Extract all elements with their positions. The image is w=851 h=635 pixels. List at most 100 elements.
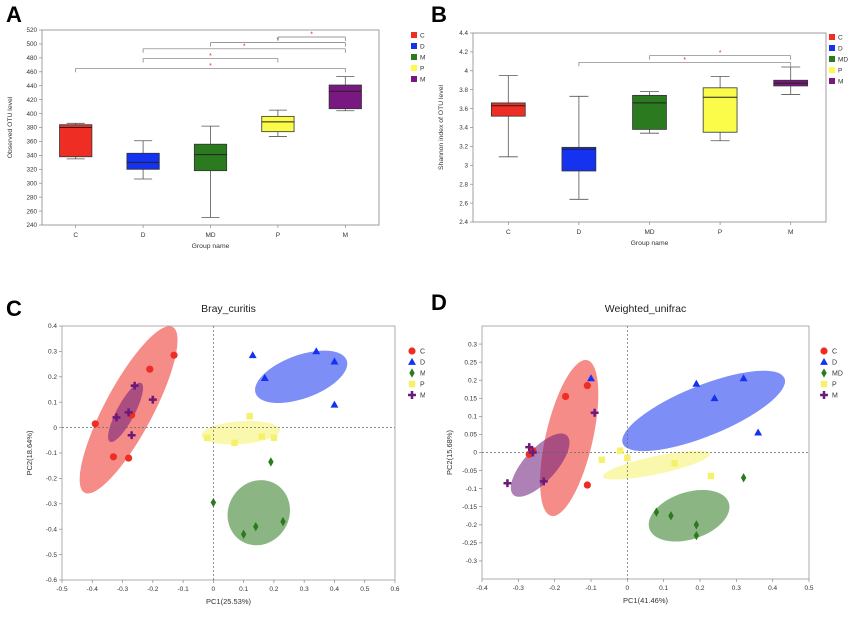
legend-label-MD: MD	[832, 371, 843, 378]
point	[820, 347, 828, 355]
legend-item-P: P	[820, 380, 837, 389]
legend-item-C: C	[820, 347, 837, 356]
y-tick-label: 0	[473, 450, 477, 457]
y-tick-label: 0.1	[468, 414, 477, 421]
x-tick-label: 0.2	[269, 586, 278, 593]
panel-b-chart: 2.42.62.833.23.43.63.844.24.4C D MD P M**Gro…	[438, 30, 848, 247]
y-axis-label: Observed OTU level	[7, 96, 14, 158]
legend-label-C: C	[838, 35, 843, 42]
point	[624, 454, 631, 462]
chart-title: Bray_curitis	[201, 303, 256, 315]
point	[91, 420, 99, 428]
x-axis-label: PC1(25.53%)	[206, 597, 252, 606]
y-tick-label: 3.2	[459, 144, 468, 151]
legend-item-M: M	[820, 391, 838, 400]
point	[240, 529, 247, 539]
x-tick-label: C	[506, 229, 511, 236]
x-tick-label: M	[788, 229, 793, 236]
x-tick-label: MD	[205, 232, 215, 239]
y-tick-label: 2.8	[459, 181, 468, 188]
point	[503, 479, 512, 488]
x-axis-label: Group name	[192, 243, 230, 250]
x-tick-label: 0.1	[239, 586, 248, 593]
x-axis-label: Group name	[631, 240, 669, 247]
legend-item-D: D	[820, 357, 837, 367]
ellipse-MD	[227, 480, 290, 546]
y-tick-label: -0.4	[46, 526, 58, 533]
panel-b: B 2.4 2.6 2.8 3 3.2 3.4 3.6 3.8 4 4.2 4.4 C D MD P M * * G…	[425, 0, 851, 262]
box-C	[490, 75, 526, 158]
significance-star: *	[209, 63, 212, 70]
y-tick-label: 4	[464, 68, 468, 75]
ellipse-M	[510, 433, 570, 497]
legend-label-M: M	[420, 77, 425, 84]
point	[112, 413, 121, 422]
panel-a-chart: 240 260 280 300 320 340 360 380 400 420 440 460 480 5…	[7, 27, 430, 250]
x-tick-label: D	[141, 232, 146, 239]
point	[170, 351, 178, 359]
legend-label-D: D	[420, 44, 425, 51]
legend-label-P: P	[420, 66, 424, 73]
point	[821, 368, 827, 378]
panel-a-letter: A	[6, 2, 22, 27]
x-tick-label: -0.1	[585, 585, 597, 592]
point	[231, 439, 238, 447]
significance-bracket: *	[142, 53, 279, 63]
y-tick-label: 500	[26, 41, 37, 48]
y-tick-label: 2.6	[459, 200, 468, 207]
ellipse-D	[622, 370, 786, 452]
point	[692, 379, 701, 387]
box-P	[261, 109, 295, 137]
x-tick-label: 0.4	[330, 586, 339, 593]
x-tick-label: -0.2	[147, 586, 159, 593]
legend-label-MD: MD	[838, 57, 848, 64]
x-tick-label: -0.4	[87, 586, 99, 593]
legend-swatch-MD	[829, 56, 835, 62]
y-tick-label: 0.4	[48, 323, 57, 330]
legend-swatch-P	[411, 65, 417, 71]
point	[408, 357, 416, 365]
y-tick-label: 300	[26, 180, 37, 187]
point	[820, 357, 828, 365]
y-tick-label: -0.3	[46, 501, 58, 508]
box-body	[59, 124, 93, 158]
y-tick-label: 3.6	[459, 106, 468, 113]
y-tick-label: -0.2	[466, 522, 478, 529]
y-tick-label: 460	[26, 69, 37, 76]
significance-star: *	[719, 50, 722, 57]
significance-bracket: *	[277, 31, 346, 41]
y-tick-label: 0.2	[468, 377, 477, 384]
y-tick-label: 0.2	[48, 374, 57, 381]
x-tick-label: -0.2	[549, 585, 561, 592]
box-M	[773, 66, 809, 95]
point	[109, 453, 118, 461]
y-tick-label: -0.5	[46, 552, 58, 559]
y-tick-label: 0.15	[464, 395, 477, 402]
box-body	[126, 152, 160, 170]
y-tick-label: 440	[26, 83, 37, 90]
y-tick-label: 3.4	[459, 125, 468, 132]
ellipse-D	[255, 350, 348, 403]
point	[127, 431, 136, 440]
chart-title: Weighted_unifrac	[605, 303, 687, 315]
x-tick-label: 0.2	[695, 585, 704, 592]
box-MD	[193, 125, 228, 218]
box-body	[490, 102, 526, 117]
point	[587, 374, 595, 382]
y-tick-label: 420	[26, 97, 37, 104]
legend-label-C: C	[420, 33, 425, 40]
significance-bracket: *	[142, 43, 346, 53]
y-tick-label: 0.3	[468, 341, 477, 348]
y-tick-label: 0.25	[464, 359, 477, 366]
x-tick-label: P	[718, 229, 722, 236]
series-D	[587, 374, 763, 436]
ellipse-P	[603, 450, 710, 480]
x-tick-label: 0.5	[804, 585, 813, 592]
y-tick-label: -0.25	[462, 540, 477, 547]
legend-item-M: M	[408, 391, 426, 400]
point	[408, 380, 416, 388]
point	[668, 511, 674, 521]
x-tick-label: 0.3	[300, 586, 309, 593]
legend-label-P: P	[832, 382, 837, 389]
y-tick-label: 320	[26, 166, 37, 173]
